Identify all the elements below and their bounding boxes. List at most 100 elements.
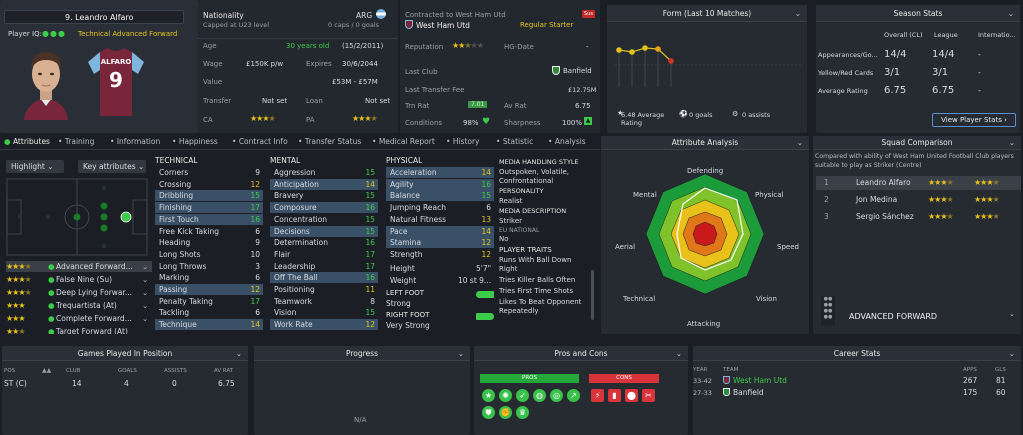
attribute-row[interactable]: Long Shots 10 — [155, 249, 263, 260]
attribute-row[interactable]: Leadership 17 — [270, 261, 378, 272]
attribute-row[interactable]: First Touch 16 — [155, 213, 263, 225]
role-row[interactable]: ★★★★ ● Advanced Forward... ⌄ — [6, 261, 152, 272]
attribute-row[interactable]: Balance 15 — [386, 190, 494, 202]
fist-icon[interactable]: ✊ — [499, 406, 512, 419]
season-header[interactable]: Season Stats ⌄ — [816, 5, 1020, 22]
attribute-row[interactable]: Vision 15 — [270, 307, 378, 318]
role-row[interactable]: ★★★ ● Target Forward (At) — [6, 326, 152, 334]
chevron-down-icon[interactable]: ⌄ — [796, 138, 803, 147]
view-player-stats-button[interactable]: View Player Stats › — [932, 113, 1016, 127]
chevron-down-icon[interactable]: ⌄ — [1008, 138, 1015, 147]
attribute-row[interactable]: Heading 9 — [155, 237, 263, 248]
career-team[interactable]: Banfield — [733, 388, 764, 397]
attribute-row[interactable]: Passing 12 — [155, 284, 263, 295]
pass-icon[interactable]: ↗ — [567, 389, 580, 402]
role-row[interactable]: ★★★★ ● Deep Lying Forwar... ⌄ — [6, 287, 152, 298]
tab-contract-info[interactable]: • Contract Info — [232, 137, 288, 146]
games-header[interactable]: Games Played In Position ⌄ — [2, 346, 248, 361]
career-header[interactable]: Career Stats ⌄ — [693, 346, 1021, 361]
attribute-row[interactable]: Technique 14 — [155, 319, 263, 331]
chevron-down-icon[interactable]: ⌄ — [142, 301, 149, 310]
chevron-down-icon[interactable]: ⌄ — [1009, 310, 1015, 318]
attribute-row[interactable]: Stamina 12 — [386, 237, 494, 249]
tab-training[interactable]: • Training — [58, 137, 95, 146]
attribute-row[interactable]: Aggression 15 — [270, 167, 378, 178]
career-team[interactable]: West Ham Utd — [733, 376, 787, 385]
tab-happiness[interactable]: • Happiness — [172, 137, 218, 146]
attribute-row[interactable]: Positioning 11 — [270, 284, 378, 295]
attribute-row[interactable]: Strength 12 — [386, 249, 494, 260]
attribute-row[interactable]: Free Kick Taking 6 — [155, 226, 263, 237]
attribute-value: 9 — [255, 168, 260, 177]
attribute-row[interactable]: Acceleration 14 — [386, 167, 494, 178]
attribute-row[interactable]: Anticipation 14 — [270, 178, 378, 190]
card-icon[interactable]: ▮ — [608, 389, 621, 402]
attribute-row[interactable]: Long Throws 3 — [155, 261, 263, 272]
boot-icon[interactable]: ⬤ — [625, 389, 638, 402]
tab-information[interactable]: • Information — [110, 137, 161, 146]
club-name[interactable]: West Ham Utd — [416, 21, 470, 30]
key-attributes-dropdown[interactable]: Key attributes ⌄ — [78, 160, 146, 173]
attribute-row[interactable]: Bravery 15 — [270, 190, 378, 201]
season-row-c2: 6.75 — [932, 85, 955, 96]
highlight-dropdown[interactable]: Highlight ⌄ — [6, 160, 64, 173]
attribute-row[interactable]: Concentration 15 — [270, 214, 378, 225]
attribute-row[interactable]: Jumping Reach 6 — [386, 202, 494, 213]
chevron-down-icon[interactable]: ⌄ — [142, 262, 149, 271]
attribute-row[interactable]: Flair 17 — [270, 249, 378, 260]
attribute-row[interactable]: Natural Fitness 13 — [386, 214, 494, 225]
attribute-row[interactable]: Dribbling 15 — [155, 190, 263, 202]
attribute-row[interactable]: Determination 16 — [270, 237, 378, 248]
chevron-down-icon[interactable]: ⌄ — [794, 9, 801, 18]
attribute-row[interactable]: Agility 16 — [386, 178, 494, 190]
attribute-row[interactable]: Marking 6 — [155, 272, 263, 283]
squad-row[interactable]: 3 Sergio Sánchez ★★★★ ★★★★ — [816, 210, 1021, 224]
progress-header[interactable]: Progress ⌄ — [254, 346, 470, 361]
tab-analysis[interactable]: • Analysis — [548, 137, 586, 146]
run-icon[interactable]: ➶ — [516, 389, 529, 402]
attribute-row[interactable]: Finishing 17 — [155, 202, 263, 214]
chevron-down-icon[interactable]: ⌄ — [235, 349, 242, 358]
target-icon[interactable]: ◎ — [550, 389, 563, 402]
tab-medical-report[interactable]: • Medical Report — [372, 137, 435, 146]
attribute-row[interactable]: Tackling 6 — [155, 307, 263, 318]
tab-statistic[interactable]: • Statistic — [496, 137, 534, 146]
attribute-row[interactable]: Corners 9 — [155, 167, 263, 178]
chevron-down-icon[interactable]: ⌄ — [142, 275, 149, 284]
attribute-row[interactable]: Pace 14 — [386, 225, 494, 237]
star-icon[interactable]: ★ — [482, 389, 495, 402]
squad-row[interactable]: 2 Jon Medina ★★★★ ★★★★ — [816, 193, 1021, 207]
injury-icon[interactable]: ⚡ — [591, 389, 604, 402]
tab-history[interactable]: • History — [446, 137, 480, 146]
chevron-down-icon[interactable]: ⌄ — [457, 349, 464, 358]
brain-icon[interactable]: ✺ — [499, 389, 512, 402]
role-row[interactable]: ★★★ ● Trequartista (At) ⌄ — [6, 300, 152, 311]
tackle-icon[interactable]: ✂ — [642, 389, 655, 402]
analysis-header[interactable]: Attribute Analysis ⌄ — [601, 136, 809, 150]
tab-attributes[interactable]: ● Attributes — [4, 137, 50, 146]
form-header[interactable]: Form (Last 10 Matches) ⌄ — [607, 5, 807, 22]
role-row[interactable]: ★★★★ ● False Nine (Su) ⌄ — [6, 274, 152, 285]
squad-row[interactable]: 1 Leandro Alfaro ★★★★ ★★★★ — [816, 176, 1021, 190]
role-row[interactable]: ★★★ ● Complete Forward... ⌄ — [6, 313, 152, 324]
shield-icon[interactable]: ⛊ — [482, 406, 495, 419]
trophy-icon[interactable]: ♛ — [516, 406, 529, 419]
attribute-row[interactable]: Off The Ball 16 — [270, 272, 378, 284]
tab-transfer-status[interactable]: • Transfer Status — [298, 137, 362, 146]
squad-header[interactable]: Squad Comparison ⌄ — [813, 136, 1021, 150]
chevron-down-icon[interactable]: ⌄ — [675, 349, 682, 358]
attribute-row[interactable]: Penalty Taking 17 — [155, 296, 263, 307]
chevron-down-icon[interactable]: ⌄ — [142, 288, 149, 297]
attribute-row[interactable]: Teamwork 8 — [270, 296, 378, 307]
player-name-box[interactable]: 9. Leandro Alfaro — [4, 10, 184, 24]
attribute-row[interactable]: Work Rate 12 — [270, 319, 378, 331]
pros-cons-header[interactable]: Pros and Cons ⌄ — [474, 346, 688, 361]
attribute-row[interactable]: Decisions 15 — [270, 225, 378, 237]
ball-icon[interactable]: ◍ — [533, 389, 546, 402]
chevron-down-icon[interactable]: ⌄ — [1008, 349, 1015, 358]
media-scrollbar[interactable] — [591, 270, 594, 320]
chevron-down-icon[interactable]: ⌄ — [142, 314, 149, 323]
chevron-down-icon[interactable]: ⌄ — [1007, 9, 1014, 18]
attribute-row[interactable]: Composure 16 — [270, 202, 378, 214]
attribute-row[interactable]: Crossing 12 — [155, 179, 263, 190]
